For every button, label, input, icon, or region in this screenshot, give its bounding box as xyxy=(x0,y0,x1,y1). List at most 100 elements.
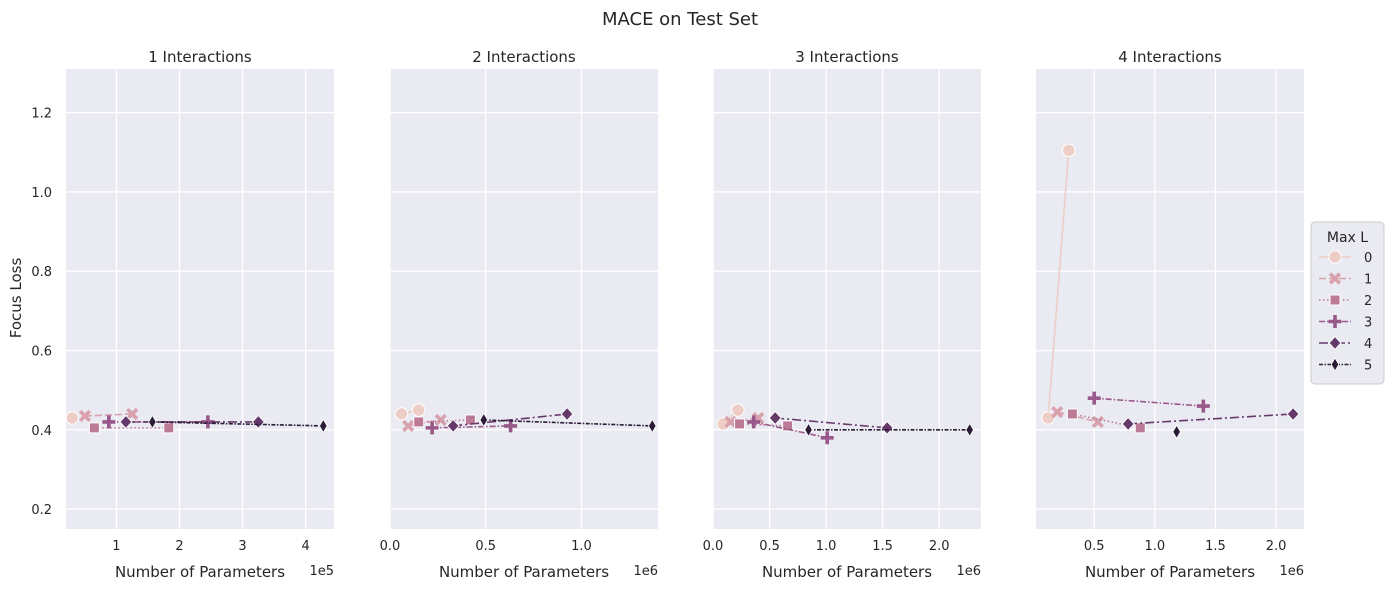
legend-marker xyxy=(1328,335,1342,351)
x-axis-label: Number of Parameters xyxy=(439,563,609,581)
legend-marker xyxy=(1330,357,1340,372)
subplot-title: 2 Interactions xyxy=(472,48,576,66)
x-tick-label: 0.0 xyxy=(703,539,724,554)
data-point xyxy=(479,412,489,428)
data-point xyxy=(163,422,175,434)
x-tick-label: 2.0 xyxy=(1266,539,1287,554)
data-point xyxy=(1041,411,1055,425)
series-4 xyxy=(446,406,574,434)
x-tick-label: 1.0 xyxy=(1144,539,1165,554)
legend-entry-0: 0 xyxy=(1319,250,1372,266)
series-line xyxy=(84,413,133,417)
series-line xyxy=(775,417,888,429)
y-tick-label: 1.2 xyxy=(31,107,52,122)
legend-marker xyxy=(1328,250,1342,264)
data-point xyxy=(1062,143,1076,157)
legend-label: 3 xyxy=(1364,316,1372,331)
legend-entry-5: 5 xyxy=(1319,357,1372,374)
x-tick-label: 1.5 xyxy=(872,539,893,554)
data-point xyxy=(724,415,737,429)
series-0 xyxy=(1041,143,1076,425)
series-line xyxy=(483,419,653,427)
plot-area xyxy=(1036,69,1304,529)
data-point xyxy=(1051,405,1064,419)
series-line xyxy=(739,423,788,427)
data-point xyxy=(1134,422,1146,434)
subplot-2: 0.0 0.5 1.0 2 Interactions Number of Paramet… xyxy=(380,48,658,581)
legend-label: 4 xyxy=(1364,337,1372,352)
legend-entry-4: 4 xyxy=(1319,335,1372,352)
data-point xyxy=(965,422,974,438)
legend-marker xyxy=(1329,294,1341,306)
series-5 xyxy=(804,422,974,438)
data-point xyxy=(402,419,415,432)
x-tick-label: 0.0 xyxy=(380,539,401,554)
subplot-title: 1 Interactions xyxy=(148,48,252,66)
data-point xyxy=(820,431,834,445)
legend-marker xyxy=(1328,315,1342,328)
subplot-title: 3 Interactions xyxy=(795,48,899,66)
legend-box xyxy=(1310,221,1385,385)
series-2 xyxy=(413,414,476,428)
legend-label: 0 xyxy=(1364,251,1372,266)
data-point xyxy=(412,403,426,417)
legend: Max L 0 1 2 3 4 5 xyxy=(1310,221,1385,385)
x-offset-label: 1e6 xyxy=(1279,564,1304,579)
data-point xyxy=(782,420,794,432)
data-point xyxy=(126,407,139,421)
data-point xyxy=(413,416,425,428)
series-2 xyxy=(88,422,175,434)
data-point xyxy=(65,411,80,425)
data-point xyxy=(768,410,782,426)
subplot-1: 1 2 3 4 0.2 0.4 0.6 0.8 1.0 1.2 1 Interactions Numb… xyxy=(31,48,334,581)
subplot-title: 4 Interactions xyxy=(1118,48,1222,66)
x-offset-label: 1e6 xyxy=(956,564,981,579)
legend-entry-1: 1 xyxy=(1319,272,1372,288)
x-tick-label: 1.0 xyxy=(816,539,837,554)
x-tick-label: 0.5 xyxy=(759,539,780,554)
x-tick-label: 1.5 xyxy=(1205,539,1226,554)
plot-area xyxy=(66,69,334,529)
series-line xyxy=(432,425,511,429)
series-4 xyxy=(1121,406,1300,432)
x-offset-label: 1e5 xyxy=(309,564,334,579)
series-4 xyxy=(119,414,266,430)
legend-label: 1 xyxy=(1364,273,1372,288)
data-point xyxy=(464,414,476,426)
data-point xyxy=(425,421,439,435)
y-tick-label: 1.0 xyxy=(31,186,52,201)
series-0 xyxy=(716,403,745,431)
series-5 xyxy=(479,412,657,434)
data-point xyxy=(319,418,328,434)
subplot-4: 0.5 1.0 1.5 2.0 4 Interactions Number of Para… xyxy=(1036,48,1304,581)
series-0 xyxy=(394,403,426,421)
data-point xyxy=(1087,391,1101,405)
series-1 xyxy=(1051,405,1104,429)
plot-area xyxy=(713,69,981,529)
series-line xyxy=(753,421,828,439)
chart-title: MACE on Test Set xyxy=(602,9,758,30)
x-tick-label: 0.5 xyxy=(475,539,496,554)
data-point xyxy=(446,418,460,434)
x-tick-label: 2.0 xyxy=(929,539,950,554)
data-point xyxy=(734,418,746,430)
y-tick-label: 0.4 xyxy=(31,424,52,439)
subplot-3: 0.0 0.5 1.0 1.5 2.0 3 Interactions Number of P… xyxy=(703,48,981,581)
legend-title: Max L xyxy=(1327,230,1368,246)
x-tick-label: 2 xyxy=(175,539,183,554)
data-point xyxy=(1066,408,1078,420)
data-point xyxy=(434,413,447,427)
y-axis-label: Focus Loss xyxy=(7,258,25,339)
series-line xyxy=(418,419,471,423)
y-tick-label: 0.8 xyxy=(31,265,52,280)
data-point xyxy=(78,409,91,423)
data-point xyxy=(1091,415,1104,429)
data-point xyxy=(1121,416,1135,432)
series-5 xyxy=(148,414,328,434)
series-line xyxy=(1094,397,1204,407)
x-axis-label: Number of Parameters xyxy=(115,563,285,581)
series-4 xyxy=(768,410,894,436)
series-line xyxy=(152,421,324,427)
legend-marker xyxy=(1328,272,1342,285)
